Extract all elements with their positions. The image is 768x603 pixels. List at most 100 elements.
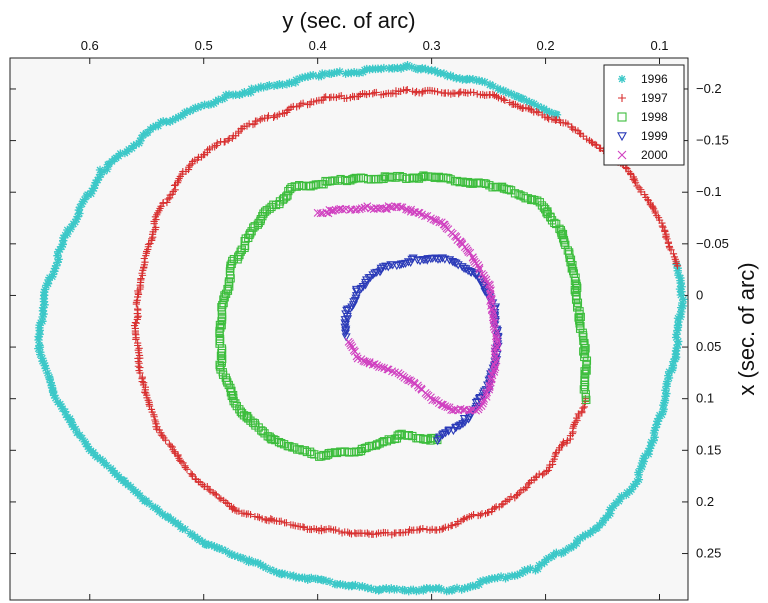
point-1996 [671,346,681,356]
point-1999 [471,271,481,280]
point-1996 [631,480,640,489]
point-1996 [533,564,543,574]
point-1999 [370,269,380,278]
point-1996 [77,199,87,209]
point-1996 [678,298,687,308]
point-1996 [639,454,648,463]
point-1996 [384,64,394,73]
point-1999 [459,264,469,273]
y-tick-label: −0.05 [696,236,729,251]
point-1996 [318,69,327,78]
point-1998 [305,447,315,456]
y-tick-label: −0.15 [696,133,729,148]
point-1997 [498,501,506,509]
point-1996 [640,451,650,461]
point-1996 [588,526,598,535]
point-1996 [664,371,673,380]
point-1996 [463,583,472,593]
point-1996 [141,129,151,138]
point-1998 [516,191,525,200]
point-1997 [419,87,427,96]
point-1996 [134,138,144,148]
point-1998 [218,300,227,310]
point-1996 [43,368,52,378]
point-2000 [404,205,413,214]
point-1996 [344,68,353,78]
point-1997 [303,100,312,109]
point-1996 [537,103,546,113]
point-1997 [150,220,158,228]
point-1998 [499,184,509,193]
point-1996 [275,80,284,89]
point-1999 [341,325,351,334]
point-1996 [245,555,254,565]
point-1996 [72,214,81,224]
point-1997 [363,529,371,537]
point-1996 [522,96,531,105]
point-1996 [360,582,369,592]
point-1996 [493,573,502,583]
point-1996 [382,584,391,593]
point-1997 [551,450,560,458]
point-1997 [335,527,343,535]
series-1998 [215,171,592,461]
point-1998 [321,451,331,460]
point-1996 [51,393,60,403]
point-1997 [205,485,213,493]
point-1996 [458,75,467,84]
series-1997 [130,85,682,539]
point-1998 [569,269,579,278]
point-1996 [379,63,389,73]
point-1996 [475,577,485,586]
point-1996 [272,568,281,577]
point-1998 [248,418,258,427]
point-1997 [132,300,140,308]
point-1998 [576,312,585,322]
point-2000 [370,360,379,369]
point-2000 [438,400,447,409]
point-1996 [515,569,524,578]
point-1996 [258,561,268,571]
point-1998 [463,177,473,187]
point-1998 [571,292,581,301]
point-2000 [324,209,333,218]
legend-marker-1998 [617,112,627,122]
point-1997 [558,442,566,450]
point-1997 [135,359,143,367]
point-1996 [611,498,621,508]
point-1996 [518,568,528,577]
point-1996 [129,141,138,150]
point-1997 [269,113,278,122]
point-1996 [660,396,670,405]
point-2000 [352,352,361,361]
point-1999 [383,263,393,272]
point-1996 [545,108,554,117]
point-1997 [166,194,174,202]
point-1996 [93,453,102,462]
point-1996 [269,81,279,90]
point-1996 [71,424,80,434]
point-1998 [220,293,229,302]
point-1996 [39,358,49,368]
point-1997 [206,487,214,495]
point-1997 [569,422,578,430]
point-1997 [633,182,641,190]
point-1996 [35,330,44,339]
point-1999 [358,283,368,292]
point-1996 [474,580,484,589]
point-1996 [181,525,190,534]
point-2000 [490,360,499,369]
point-1997 [419,524,427,533]
point-1998 [572,279,581,288]
point-2000 [490,350,499,359]
point-1996 [677,307,686,317]
point-1997 [344,528,352,536]
point-1996 [58,240,67,249]
point-1996 [176,111,185,121]
point-1996 [387,584,396,593]
point-2000 [400,373,409,382]
point-1999 [476,278,486,287]
point-1998 [502,185,511,194]
point-1996 [210,542,219,551]
point-1996 [367,584,376,593]
